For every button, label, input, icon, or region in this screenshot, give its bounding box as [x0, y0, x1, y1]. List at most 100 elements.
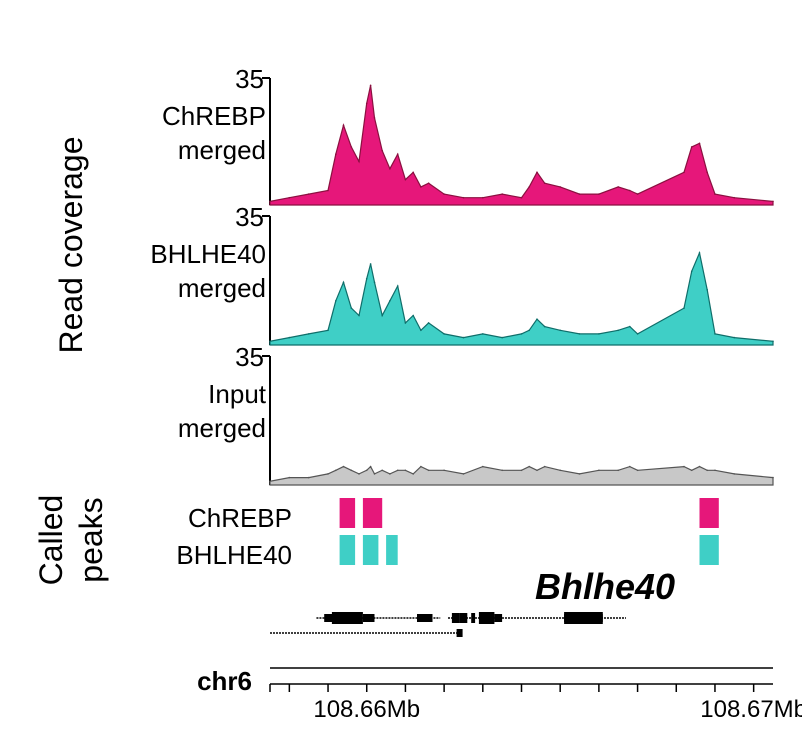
- coverage-point: [559, 469, 561, 472]
- peak-box: [699, 498, 719, 528]
- coverage-point: [482, 333, 484, 335]
- coverage-point: [342, 124, 345, 126]
- coverage-point: [772, 340, 774, 343]
- coverage-point: [389, 473, 391, 475]
- gene-utr: [417, 614, 433, 622]
- coverage-point: [335, 469, 337, 472]
- peak-box: [386, 535, 398, 565]
- coverage-point: [462, 196, 465, 199]
- coverage-point: [462, 473, 465, 475]
- gene-name: Bhlhe40: [535, 566, 675, 607]
- coverage-point: [690, 270, 693, 273]
- coverage-point: [350, 146, 353, 148]
- coverage-area: [269, 465, 774, 486]
- series-label: Input: [208, 379, 267, 409]
- coverage-point: [598, 193, 600, 195]
- coverage-point: [396, 469, 399, 472]
- coverage-point: [543, 465, 546, 468]
- coverage-point: [269, 480, 271, 483]
- coverage-point: [381, 314, 384, 317]
- coverage-point: [462, 336, 465, 339]
- peak-box: [699, 535, 719, 565]
- coverage-point: [373, 117, 376, 119]
- coverage-point: [501, 193, 504, 195]
- x-tick-label: 108.67Mb: [700, 696, 802, 723]
- coverage-point: [335, 300, 337, 302]
- gene-exon: [331, 612, 363, 624]
- coverage-point: [629, 189, 631, 192]
- coverage-point: [698, 252, 701, 254]
- track-max-label: 35: [235, 342, 264, 372]
- coverage-point: [536, 318, 538, 321]
- track-0: 35 ChREBP merged: [162, 64, 774, 206]
- coverage-point: [404, 469, 407, 472]
- coverage-point: [412, 314, 415, 317]
- coverage-point: [342, 465, 345, 468]
- coverage-point: [536, 171, 538, 174]
- coverage-point: [543, 182, 546, 184]
- coverage-point: [636, 469, 639, 472]
- coverage-point: [373, 281, 376, 284]
- coverage-point: [269, 200, 271, 203]
- peak-box: [362, 498, 383, 528]
- coverage-point: [373, 473, 376, 475]
- coverage-point: [443, 193, 445, 195]
- coverage-point: [342, 281, 345, 284]
- series-label: BHLHE40: [150, 239, 266, 269]
- coverage-point: [288, 336, 291, 339]
- coverage-point: [636, 193, 639, 195]
- coverage-point: [617, 186, 619, 188]
- coverage-point: [365, 102, 368, 105]
- coverage-point: [733, 473, 736, 475]
- coverage-point: [528, 465, 530, 468]
- gene-utr: [324, 614, 336, 622]
- gene-utr: [494, 614, 503, 622]
- coverage-point: [365, 277, 368, 280]
- coverage-point: [389, 300, 391, 302]
- coverage-point: [369, 84, 372, 87]
- coverage-point: [617, 469, 619, 472]
- coverage-point: [389, 167, 391, 170]
- coverage-point: [482, 465, 484, 468]
- coverage-point: [307, 333, 310, 335]
- coverage-point: [714, 193, 716, 195]
- peak-box: [362, 535, 379, 565]
- coverage-point: [733, 196, 736, 199]
- coverage-point: [350, 469, 353, 472]
- coverage-point: [520, 333, 523, 335]
- coverage-point: [501, 336, 504, 339]
- coverage-point: [350, 307, 353, 309]
- coverage-point: [404, 322, 407, 324]
- coverage-point: [698, 465, 701, 468]
- coverage-point: [714, 469, 716, 472]
- coverage-point: [690, 146, 693, 148]
- series-label: ChREBP: [162, 101, 266, 131]
- coverage-point: [578, 473, 581, 475]
- coverage-point: [772, 476, 774, 479]
- coverage-point: [683, 307, 685, 309]
- called-peaks: Called peaks ChREBP BHLHE40: [33, 495, 719, 585]
- track-1: 35 BHLHE40 merged: [150, 202, 774, 346]
- coverage-point: [396, 285, 399, 287]
- peak-track-label: ChREBP: [188, 503, 292, 533]
- coverage-point: [307, 193, 310, 195]
- coverage-point: [629, 465, 631, 468]
- gene-small-exon: [471, 613, 476, 623]
- coverage-point: [683, 465, 685, 468]
- coverage-area: [269, 250, 774, 346]
- coverage-point: [427, 322, 430, 324]
- coverage-point: [427, 182, 430, 184]
- gene-small-exon: [459, 613, 468, 623]
- coverage-point: [578, 193, 581, 195]
- coverage-point: [307, 476, 310, 479]
- coverage-point: [358, 473, 360, 475]
- gene-exon: [478, 612, 495, 624]
- coverage-point: [501, 469, 504, 472]
- coverage-point: [288, 196, 291, 199]
- coverage-point: [543, 325, 546, 328]
- x-tick-label: 108.66Mb: [313, 696, 420, 723]
- track-max-label: 35: [235, 64, 264, 94]
- coverage-point: [420, 186, 422, 188]
- coverage-point: [443, 333, 445, 335]
- series-label: merged: [178, 413, 266, 443]
